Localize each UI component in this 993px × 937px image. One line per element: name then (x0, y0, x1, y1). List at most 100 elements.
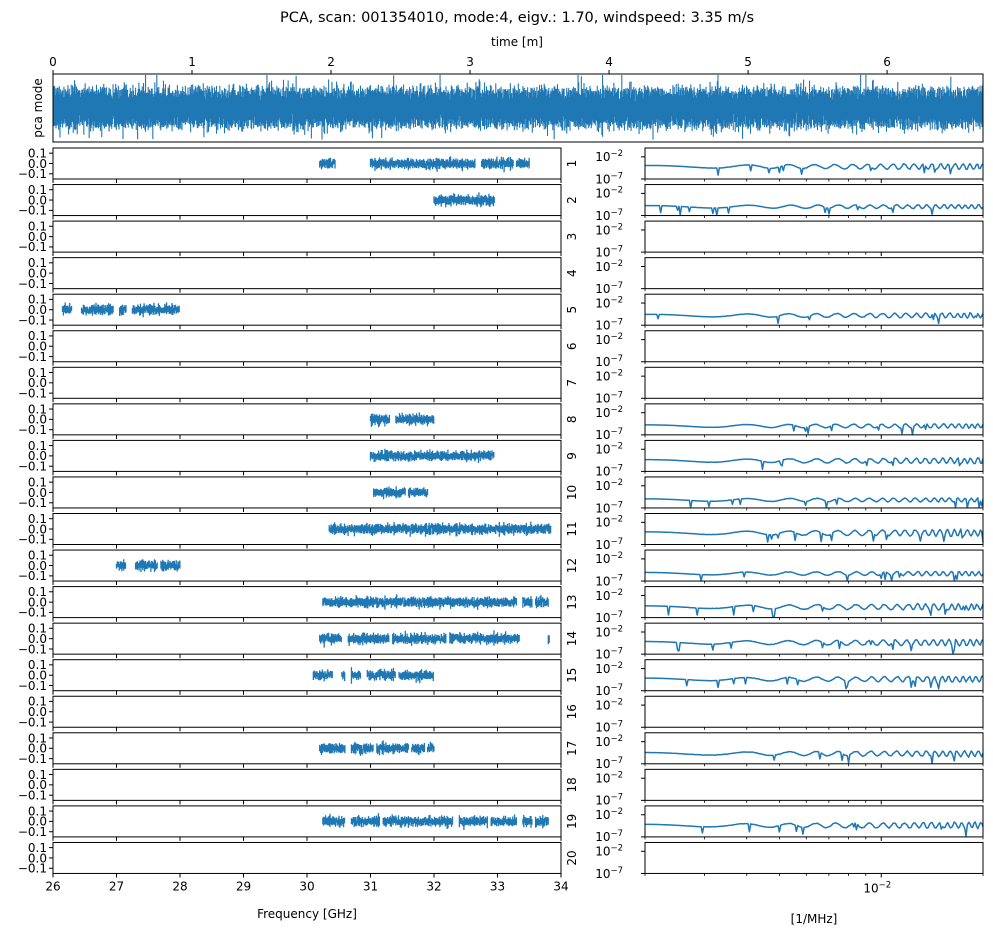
y-tick-label: 0.1 (28, 366, 47, 380)
spectrum-panel-frame (644, 476, 984, 509)
timeseries-panel: 0 1 2 3 4 5 6 (49, 55, 984, 143)
spectrum-panel-4: 10−2 10−7 (595, 257, 984, 296)
y-tick-label: 0.1 (28, 622, 47, 636)
frequency-data-segment (131, 302, 180, 318)
y-tick-label: 10−7 (595, 318, 623, 333)
frequency-data-segment (322, 594, 518, 610)
feed-label: 6 (565, 342, 579, 350)
time-tick-label: 6 (883, 55, 891, 69)
y-tick-label: −0.1 (18, 533, 47, 547)
figure-title: PCA, scan: 001354010, mode:4, eigv.: 1.7… (280, 10, 754, 26)
y-tick-label: 10−7 (595, 391, 623, 406)
y-tick-label: 10−2 (595, 771, 623, 786)
spectrum-panels: 10−210−710−210−710−210−710−210−710−210−7… (595, 147, 984, 895)
frequency-data-segment (80, 302, 114, 316)
frequency-data-segment (341, 670, 346, 682)
y-tick-label: 0.1 (28, 220, 47, 234)
y-tick-label: −0.1 (18, 204, 47, 218)
spectrum-panel-20: 10−2 10−7 10−2 (595, 841, 984, 895)
frequency-panel-frame (52, 293, 562, 326)
spectrum-panel-11: 10−2 10−7 (595, 513, 984, 552)
y-tick-label: −0.1 (18, 825, 47, 839)
y-tick-label: 10−2 (595, 551, 623, 566)
frequency-data-segment (534, 815, 549, 829)
y-tick-label: 0.0 (28, 778, 47, 792)
frequency-panel-1: 0.10.0−0.1 1 (18, 146, 579, 183)
spectrum-panel-frame (644, 330, 984, 363)
feed-label: 2 (565, 196, 579, 204)
y-tick-label: 10−7 (595, 756, 623, 771)
y-tick-label: 10−7 (595, 866, 623, 881)
y-tick-label: 0.0 (28, 669, 47, 683)
y-tick-label: −0.1 (18, 460, 47, 474)
spectrum-panel-frame (644, 768, 984, 801)
frequency-tick-label: 34 (553, 879, 568, 893)
frequency-tick-label: 33 (490, 879, 505, 893)
frequency-panel-17: 0.10.0−0.1 17 (18, 731, 579, 768)
time-tick-label: 5 (744, 55, 752, 69)
y-tick-label: 0.0 (28, 193, 47, 207)
y-tick-label: 10−7 (595, 793, 623, 808)
time-tick-label: 1 (188, 55, 196, 69)
frequency-data-segment (366, 667, 396, 682)
timeseries-line (53, 75, 983, 140)
frequency-panel-2: 0.10.0−0.1 2 (18, 183, 579, 220)
frequency-data-segment (522, 596, 533, 608)
frequency-data-segment (61, 302, 73, 316)
y-tick-label: −0.1 (18, 350, 47, 364)
frequency-tick-label: 29 (236, 879, 251, 893)
y-tick-label: 10−7 (595, 829, 623, 844)
spectrum-panel-frame (644, 257, 984, 290)
frequency-data-segment (490, 814, 517, 827)
y-tick-label: 0.0 (28, 486, 47, 500)
frequency-data-segment (515, 157, 530, 169)
y-tick-label: 0.0 (28, 449, 47, 463)
y-tick-label: 0.1 (28, 293, 47, 307)
frequency-panel-13: 0.10.0−0.1 13 (18, 585, 579, 622)
spectrum-line (644, 422, 984, 436)
y-tick-label: −0.1 (18, 423, 47, 437)
frequency-tick-label: 26 (45, 879, 60, 893)
y-tick-label: 10−7 (595, 573, 623, 588)
spectrum-panel-frame (644, 805, 984, 838)
spectrum-line (644, 821, 984, 837)
frequency-panel-frame (52, 841, 562, 874)
spectrum-panel-10: 10−2 10−7 (595, 476, 984, 515)
y-tick-label: 10−2 (595, 515, 623, 530)
y-tick-label: 0.0 (28, 340, 47, 354)
y-tick-label: −0.1 (18, 386, 47, 400)
spectrum-panel-frame (644, 439, 984, 472)
spectrum-panel-6: 10−2 10−7 (595, 330, 984, 369)
spectrum-panel-8: 10−2 10−7 (595, 403, 984, 442)
frequency-data-segment (449, 630, 520, 646)
spectrum-line (644, 162, 984, 176)
y-tick-label: 0.1 (28, 402, 47, 416)
frequency-data-segment (119, 304, 127, 316)
frequency-data-segment (369, 413, 391, 428)
y-tick-label: 10−2 (595, 368, 623, 383)
y-tick-label: 10−7 (595, 610, 623, 625)
y-tick-label: 0.0 (28, 230, 47, 244)
feed-label: 18 (565, 777, 579, 792)
frequency-data-segment (369, 156, 476, 172)
spectrum-line (644, 749, 984, 765)
spectrum-panel-frame (644, 513, 984, 545)
time-tick-label: 4 (605, 55, 613, 69)
frequency-panel-5: 0.10.0−0.1 5 (18, 293, 579, 330)
spectrum-panel-9: 10−2 10−7 (595, 439, 984, 479)
frequency-panel-9: 0.10.0−0.1 9 (18, 439, 579, 476)
y-tick-label: 10−7 (595, 244, 623, 259)
frequency-data-segment (427, 741, 435, 753)
y-tick-label: 0.1 (28, 329, 47, 343)
frequency-data-segment (534, 595, 549, 609)
y-tick-label: −0.1 (18, 313, 47, 327)
y-tick-label: 10−2 (595, 222, 623, 237)
spectrum-panel-3: 10−2 10−7 (595, 220, 984, 259)
feed-label: 4 (565, 269, 579, 277)
time-tick-label: 0 (49, 55, 57, 69)
spectrum-panel-frame (644, 622, 984, 655)
y-tick-label: 0.1 (28, 658, 47, 672)
feed-label: 8 (565, 416, 579, 424)
frequency-data-segment (115, 559, 127, 572)
spectrum-line (645, 675, 984, 690)
